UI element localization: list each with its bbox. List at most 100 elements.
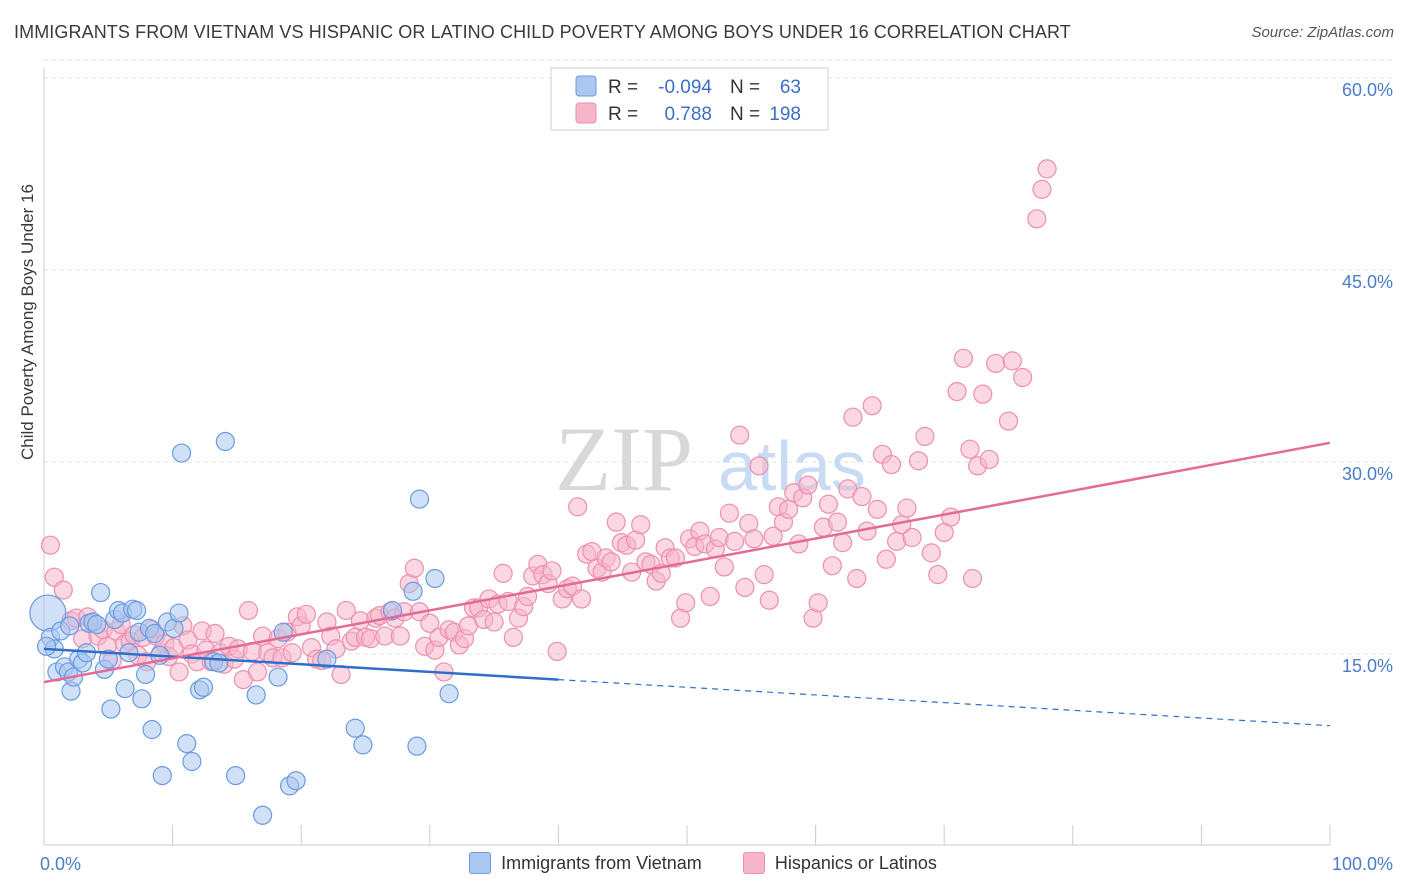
stats-r-value-pink: 0.788 [664, 104, 712, 125]
hispanic-point [915, 426, 935, 446]
legend-item-hispanic: Hispanics or Latinos [742, 852, 937, 874]
vietnam-point [87, 614, 107, 635]
hispanic-point [862, 396, 882, 416]
hispanic-point [744, 529, 764, 549]
hispanic-point [503, 627, 523, 647]
stats-r-label-blue: R = [608, 77, 638, 98]
hispanic-point [568, 497, 588, 517]
hispanic-point [606, 512, 626, 532]
stats-legend: R = -0.094 N = 63 R = 0.788 N = 198 [550, 67, 829, 131]
vietnam-point [177, 733, 197, 754]
vietnam-point [425, 568, 445, 589]
hispanic-point [897, 498, 917, 518]
vietnam-point [169, 603, 189, 623]
hispanic-point [390, 626, 410, 646]
vietnam-points [29, 431, 459, 825]
hispanic-point [754, 565, 774, 585]
legend-swatch-vietnam [469, 852, 492, 874]
hispanic-points [40, 159, 1057, 690]
hispanic-point [867, 499, 887, 519]
hispanic-point [833, 533, 853, 553]
stats-legend-swatch-blue [575, 75, 597, 97]
hispanic-point [724, 531, 745, 551]
hispanic-point [282, 643, 302, 663]
hispanic-point [847, 568, 867, 589]
vietnam-point [126, 600, 147, 621]
hispanic-point [719, 503, 740, 523]
hispanic-point [493, 563, 513, 583]
hispanic-point [404, 558, 424, 578]
hispanic-point [962, 568, 983, 589]
bottom-legend: Immigrants from Vietnam Hispanics or Lat… [0, 852, 1406, 879]
vietnam-point [215, 431, 235, 452]
vietnam-point [115, 678, 135, 699]
stats-n-label-pink: N = [730, 104, 760, 125]
stats-n-value-pink: 198 [769, 104, 801, 125]
vietnam-point [382, 600, 403, 621]
hispanic-point [571, 589, 592, 609]
stats-legend-swatch-pink [575, 102, 597, 124]
axes [43, 68, 1331, 846]
hispanic-point [547, 641, 567, 662]
hispanic-point [238, 600, 259, 621]
vietnam-point [101, 699, 121, 719]
legend-swatch-hispanic [742, 852, 765, 874]
tick-labels: 15.0% 30.0% 45.0% 60.0% 0.0% 100.0% [40, 80, 1393, 874]
hispanic-point [53, 580, 73, 600]
hispanic-point [953, 348, 974, 368]
hispanic-point [941, 507, 961, 527]
hispanic-point [902, 527, 922, 548]
hispanic-point [947, 382, 967, 402]
vietnam-point [182, 751, 202, 772]
hispanic-point [676, 593, 696, 613]
vietnam-point [226, 765, 246, 786]
grid-lines [44, 59, 1392, 655]
hispanic-point [960, 439, 980, 459]
watermark: ZIP atlas [555, 408, 866, 510]
vietnam-point [409, 489, 430, 509]
legend-label-hispanic: Hispanics or Latinos [774, 852, 937, 873]
hispanic-point [921, 543, 941, 563]
hispanic-point [1032, 179, 1052, 199]
hispanic-point [601, 552, 621, 572]
stats-n-label-blue: N = [730, 77, 760, 98]
hispanic-point [714, 557, 734, 577]
vietnam-point [403, 581, 423, 601]
hispanic-point [700, 586, 720, 607]
vietnam-point [135, 664, 156, 685]
hispanic-point [852, 486, 872, 507]
stats-r-label-pink: R = [608, 104, 638, 125]
stats-r-value-blue: -0.094 [658, 77, 712, 98]
vietnam-point [132, 689, 152, 709]
x-tick-label-0: 0.0% [40, 854, 81, 874]
vietnam-point [439, 684, 459, 704]
vietnam-point [268, 667, 288, 687]
hispanic-point [484, 612, 504, 632]
vietnam-point [98, 649, 118, 669]
vietnam-point [286, 771, 306, 791]
chart-title: IMMIGRANTS FROM VIETNAM VS HISPANIC OR L… [14, 22, 1071, 42]
vietnam-trend-extension [558, 679, 1331, 727]
y-tick-label-3: 60.0% [1342, 80, 1393, 100]
hispanic-point [881, 454, 902, 475]
watermark-zip: ZIP [555, 408, 693, 510]
hispanic-point [1027, 209, 1047, 229]
hispanic-point [631, 515, 651, 535]
vietnam-point [60, 616, 80, 636]
y-axis-label: Child Poverty Among Boys Under 16 [18, 184, 37, 460]
hispanic-point [205, 623, 225, 644]
hispanic-point [998, 411, 1019, 431]
hispanic-point [822, 556, 842, 576]
vietnam-point [193, 677, 214, 697]
hispanic-point [730, 425, 750, 445]
vietnam-point [345, 718, 365, 738]
hispanic-point [542, 561, 562, 581]
legend-label-vietnam: Immigrants from Vietnam [501, 852, 702, 873]
y-tick-label-2: 45.0% [1342, 272, 1393, 292]
hispanic-point [735, 577, 755, 598]
hispanic-point [818, 494, 839, 514]
legend-item-vietnam: Immigrants from Vietnam [469, 852, 702, 874]
hispanic-trend-line [43, 441, 1331, 684]
vietnam-point [246, 685, 266, 705]
